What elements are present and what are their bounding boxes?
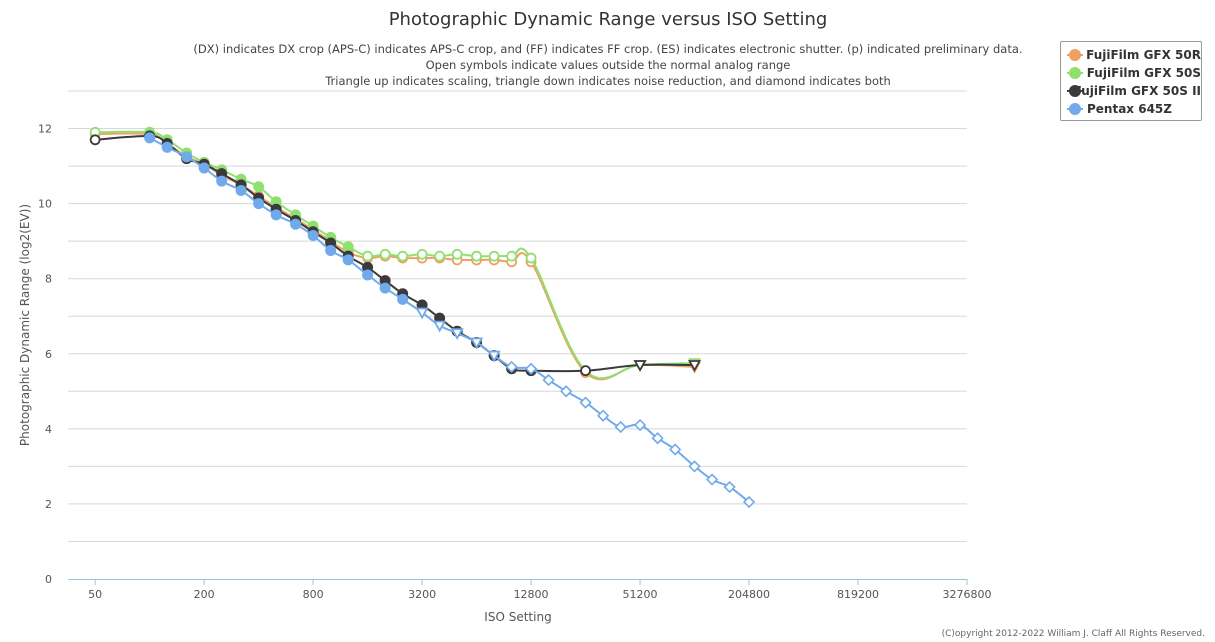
- data-point: [580, 365, 591, 377]
- data-point: [379, 248, 391, 260]
- data-point: [415, 307, 429, 320]
- y-axis-label: Photographic Dynamic Range (log2(EV)): [18, 204, 32, 446]
- data-point: [181, 151, 193, 163]
- series-line: [95, 130, 695, 380]
- data-point: [342, 254, 354, 266]
- x-axis-label: ISO Setting: [484, 610, 551, 624]
- data-point: [89, 134, 101, 146]
- series-group: [89, 126, 756, 509]
- legend-marker-icon: [1067, 103, 1083, 115]
- chart-subtitle-line-3: Triangle up indicates scaling, triangle …: [324, 74, 891, 88]
- legend-marker-icon: [1067, 49, 1083, 61]
- data-point: [253, 181, 265, 193]
- data-point: [471, 250, 482, 262]
- legend-marker-icon: [1067, 85, 1083, 97]
- data-point: [542, 373, 555, 387]
- series-line: [95, 134, 695, 373]
- data-point: [505, 360, 518, 374]
- data-point: [161, 141, 173, 153]
- y-tick-label: 8: [45, 273, 52, 286]
- y-axis-ticks: 0 2 4 6 8 10 12: [38, 123, 52, 586]
- data-point: [307, 230, 319, 242]
- x-tick-label: 3276800: [943, 588, 992, 601]
- data-point: [560, 385, 573, 398]
- y-tick-label: 10: [38, 198, 52, 211]
- data-point: [416, 248, 428, 260]
- data-point: [688, 460, 701, 473]
- data-point: [651, 432, 664, 445]
- x-tick-label: 3200: [408, 588, 436, 601]
- series-2: [89, 130, 702, 377]
- data-point: [633, 360, 647, 372]
- data-point: [525, 252, 537, 264]
- y-tick-label: 12: [38, 123, 52, 136]
- x-tick-label: 12800: [514, 588, 549, 601]
- data-point: [705, 473, 719, 486]
- data-point: [433, 320, 447, 333]
- chart-subtitle-line-2: Open symbols indicate values outside the…: [426, 58, 791, 72]
- data-point: [614, 420, 627, 434]
- series-line: [149, 137, 750, 503]
- data-point: [325, 245, 337, 257]
- x-tick-label: 800: [303, 588, 324, 601]
- data-point: [342, 241, 354, 253]
- legend-label: FujiFilm GFX 50S II: [1073, 84, 1201, 98]
- data-point: [723, 480, 736, 494]
- series-1: [89, 126, 702, 380]
- data-point: [362, 269, 374, 281]
- data-point: [487, 350, 501, 363]
- y-tick-label: 0: [45, 573, 52, 586]
- data-point: [579, 396, 592, 409]
- data-point: [488, 250, 500, 262]
- data-point: [290, 218, 302, 230]
- copyright-text: (C)opyright 2012-2022 William J. Claff A…: [941, 629, 1205, 639]
- data-point: [362, 250, 374, 262]
- data-point: [434, 250, 446, 262]
- data-point: [450, 328, 464, 340]
- y-tick-label: 4: [45, 423, 52, 436]
- data-point: [742, 495, 756, 509]
- chart-subtitle-line-1: (DX) indicates DX crop (APS-C) indicates…: [193, 42, 1022, 56]
- data-point: [379, 282, 391, 294]
- data-point: [235, 184, 247, 196]
- legend-label: Pentax 645Z: [1087, 102, 1172, 116]
- legend-item-gfx-50s[interactable]: FujiFilm GFX 50S: [1067, 64, 1201, 82]
- data-point: [270, 209, 282, 221]
- legend-item-gfx-50s-ii[interactable]: FujiFilm GFX 50S II: [1067, 82, 1201, 100]
- data-point: [596, 409, 610, 422]
- legend-item-gfx-50r[interactable]: FujiFilm GFX 50R: [1067, 46, 1201, 64]
- y-tick-label: 6: [45, 348, 52, 361]
- legend-item-pentax-645z[interactable]: Pentax 645Z: [1067, 100, 1201, 118]
- x-axis-ticks: 50 200 800 3200 12800 51200 204800 819200 327680…: [88, 579, 992, 601]
- x-tick-label: 50: [88, 588, 102, 601]
- data-point: [397, 250, 409, 262]
- data-point: [506, 250, 518, 262]
- data-point: [669, 443, 682, 456]
- x-tick-label: 200: [194, 588, 215, 601]
- x-tick-label: 51200: [623, 588, 658, 601]
- chart-title: Photographic Dynamic Range versus ISO Se…: [389, 9, 828, 30]
- data-point: [144, 132, 156, 144]
- data-point: [198, 162, 210, 174]
- data-point: [633, 418, 647, 432]
- data-point: [397, 293, 409, 305]
- x-tick-label: 204800: [728, 588, 770, 601]
- data-point: [524, 362, 538, 375]
- x-tick-label: 819200: [837, 588, 879, 601]
- legend: FujiFilm GFX 50R FujiFilm GFX 50S FujiFi…: [1060, 41, 1202, 121]
- legend-label: FujiFilm GFX 50R: [1086, 48, 1201, 62]
- data-point: [470, 337, 484, 350]
- data-point: [451, 248, 463, 260]
- data-point: [688, 360, 702, 372]
- series-3: [144, 132, 756, 509]
- data-point: [216, 175, 228, 187]
- legend-label: FujiFilm GFX 50S: [1086, 66, 1201, 80]
- y-tick-label: 2: [45, 498, 52, 511]
- data-point: [253, 198, 265, 210]
- legend-marker-icon: [1067, 67, 1083, 79]
